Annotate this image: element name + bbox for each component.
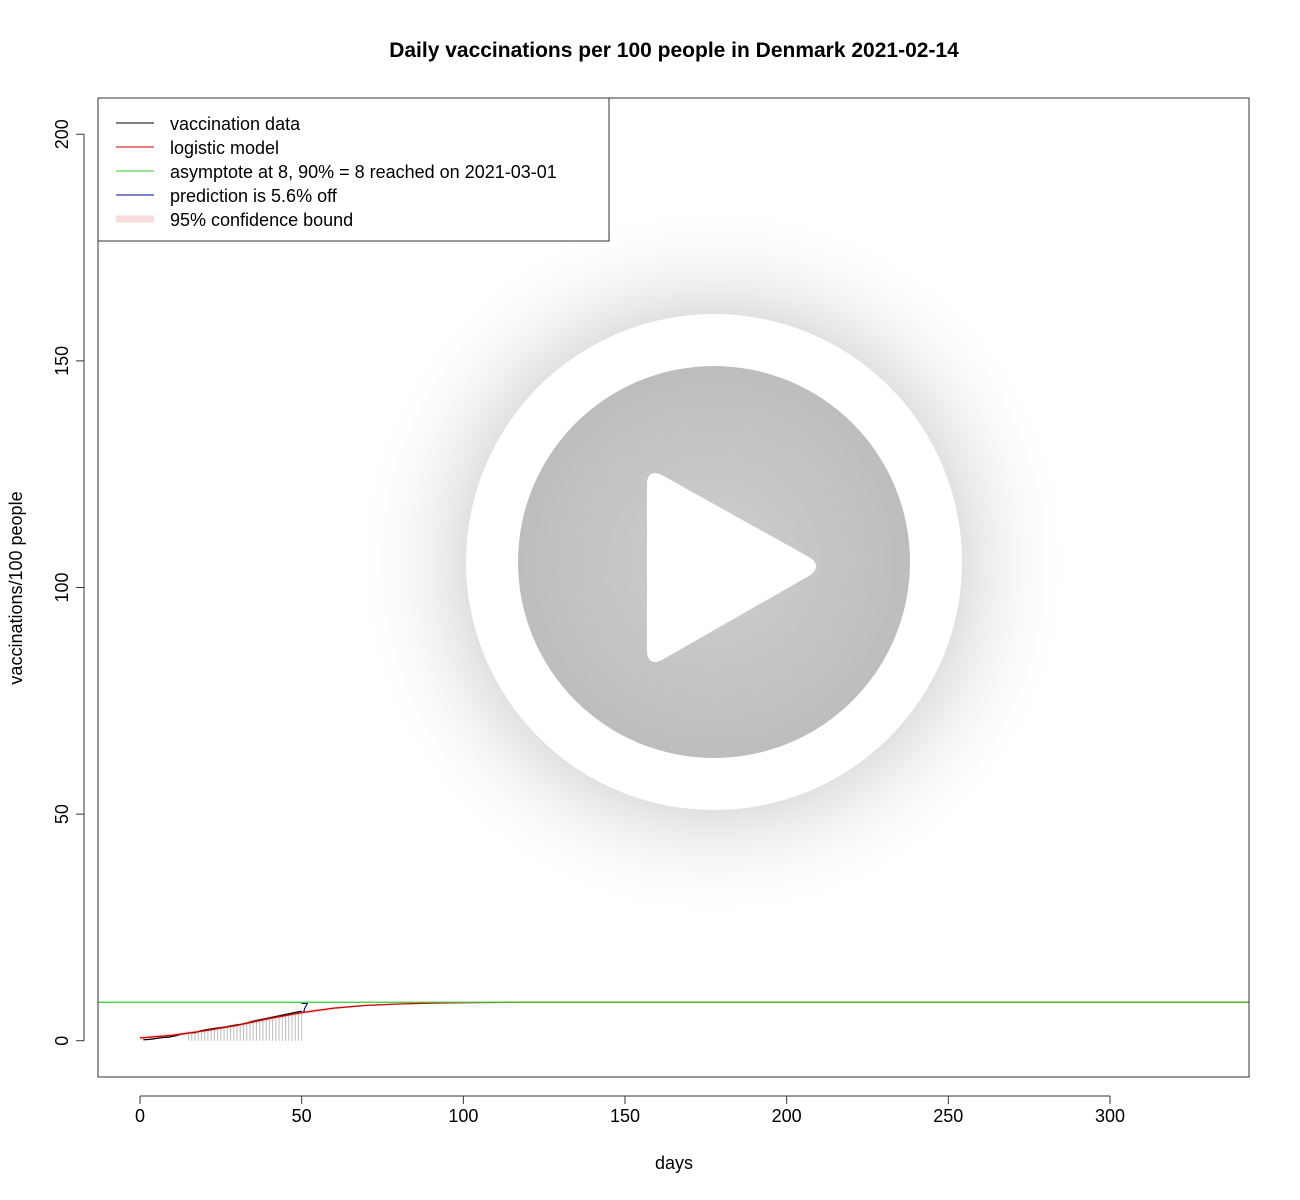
legend: vaccination data logistic model asymptot… [97,97,610,242]
legend-label-asymptote: asymptote at 8, 90% = 8 reached on 2021-… [170,162,557,182]
legend-label-logistic-model: logistic model [170,138,279,158]
x-tick-label: 200 [772,1106,802,1126]
y-axis: 0 50 100 150 200 [52,119,85,1046]
prediction-annotation: 7 [301,999,309,1015]
plot-frame [97,97,1250,1078]
x-tick-label: 100 [448,1106,478,1126]
legend-label-prediction: prediction is 5.6% off [170,186,338,206]
x-tick-label: 250 [933,1106,963,1126]
video-play-overlay[interactable] [354,202,1074,922]
plot-area [98,1001,1249,1041]
x-tick-label: 150 [610,1106,640,1126]
x-axis: 0 50 100 150 200 250 300 [135,1095,1125,1126]
y-tick-label: 50 [52,804,72,824]
x-tick-label: 50 [292,1106,312,1126]
play-icon[interactable] [647,473,816,662]
y-axis-label: vaccinations/100 people [6,491,26,684]
legend-label-confidence-bound: 95% confidence bound [170,210,353,230]
x-tick-label: 300 [1095,1106,1125,1126]
y-tick-label: 200 [52,119,72,149]
y-tick-label: 100 [52,572,72,602]
y-tick-label: 150 [52,346,72,376]
x-tick-label: 0 [135,1106,145,1126]
chart-title: Daily vaccinations per 100 people in Den… [389,39,959,62]
x-axis-label: days [655,1153,693,1173]
legend-label-vaccination-data: vaccination data [170,114,301,134]
y-tick-label: 0 [52,1036,72,1046]
legend-box [97,97,610,242]
